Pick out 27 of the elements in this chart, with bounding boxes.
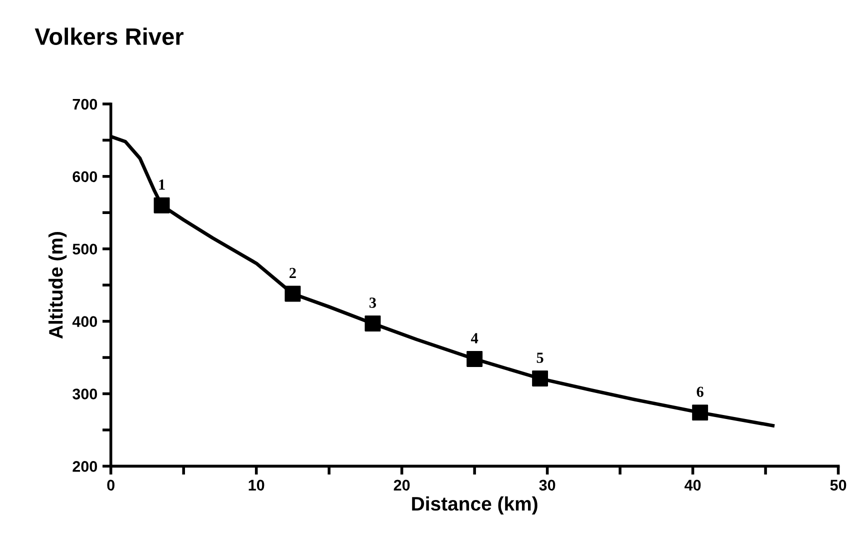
annotation: 4 xyxy=(470,333,478,344)
annotation: 1 xyxy=(159,180,165,190)
point xyxy=(284,286,301,302)
point xyxy=(532,370,548,386)
x-tick-label: 50 xyxy=(830,480,846,491)
chart-title: Volkers River xyxy=(34,28,184,45)
x-axis-title: Distance (km) xyxy=(412,496,538,515)
point xyxy=(154,197,170,214)
y-tick-label: 200 xyxy=(72,461,98,472)
point xyxy=(364,315,381,332)
x-tick-label: 20 xyxy=(394,480,410,491)
annotation: 6 xyxy=(696,386,704,397)
annotation: 2 xyxy=(290,268,296,278)
x-tick-label: 10 xyxy=(248,480,264,491)
y-tick-label: 500 xyxy=(72,244,98,255)
x-tick-label: 30 xyxy=(539,480,556,491)
annotation: 3 xyxy=(369,298,376,308)
y-axis-title: Altitude (m) xyxy=(48,232,67,339)
y-tick-label: 600 xyxy=(72,171,98,182)
annotation: 5 xyxy=(536,352,544,363)
point xyxy=(692,404,708,421)
y-tick-label: 300 xyxy=(72,388,98,400)
x-tick-label: 40 xyxy=(684,480,701,491)
point xyxy=(466,350,483,367)
y-tick-label: 700 xyxy=(72,98,98,110)
x-tick-label: 0 xyxy=(107,480,114,491)
y-tick-label: 400 xyxy=(72,316,98,327)
